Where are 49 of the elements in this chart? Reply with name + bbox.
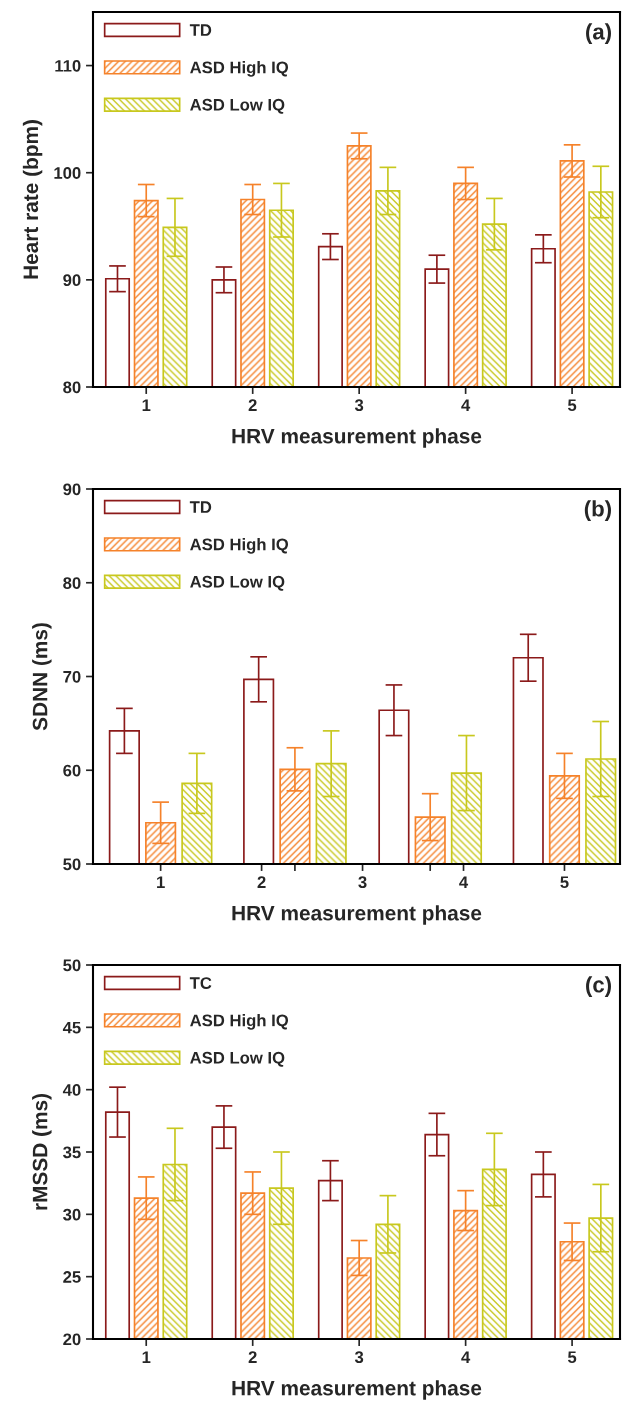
legend-label: ASD High IQ [190, 61, 289, 77]
legend-label: ASD High IQ [190, 1014, 289, 1030]
x-tick-label: 3 [354, 399, 364, 412]
x-tick-label: 4 [459, 876, 469, 888]
annotation: (c) [586, 976, 611, 997]
legend-label: TD [189, 24, 212, 36]
y-tick-label: 35 [63, 1146, 81, 1159]
x-tick-label: 5 [560, 876, 569, 889]
x-tick-label: 2 [248, 399, 257, 411]
y-tick-label: 80 [63, 577, 81, 589]
legend-label: TC [189, 977, 212, 989]
x-tick-label: 1 [157, 876, 165, 888]
y-tick-label: 60 [63, 764, 81, 777]
x-tick-label: 2 [248, 1351, 257, 1363]
x-tick-label: 1 [142, 399, 151, 411]
annotation: (a) [586, 23, 611, 44]
y-axis-title: rMSSD (ms) [32, 1094, 52, 1210]
y-tick-label: 50 [63, 858, 81, 871]
x-tick-label: 5 [567, 1351, 577, 1364]
y-tick-label: 70 [63, 670, 81, 683]
y-axis-title: Heart rate (bpm) [22, 120, 43, 279]
legend-label: ASD Low IQ [190, 1051, 285, 1067]
y-tick-label: 90 [63, 483, 81, 496]
legend-label: TD [189, 501, 212, 513]
y-tick-label: 20 [63, 1333, 81, 1346]
x-tick-label: 4 [461, 399, 471, 411]
x-axis-title: HRV measurement phase [232, 905, 482, 925]
y-tick-label: 100 [54, 167, 81, 179]
y-tick-label: 50 [63, 959, 81, 972]
y-tick-label: 80 [63, 381, 81, 394]
legend-label: ASD Low IQ [190, 575, 285, 591]
legend-label: ASD High IQ [190, 538, 289, 554]
x-tick-label: 5 [567, 399, 577, 412]
annotation: (b) [584, 500, 611, 521]
y-tick-label: 30 [63, 1208, 81, 1221]
y-tick-label: 25 [63, 1271, 81, 1283]
x-axis-title: HRV measurement phase [232, 1380, 482, 1400]
x-axis-title: HRV measurement phase [232, 428, 482, 448]
y-tick-label: 90 [63, 274, 81, 287]
x-tick-label: 3 [354, 1351, 364, 1364]
x-tick-label: 1 [142, 1351, 151, 1363]
x-tick-label: 3 [358, 876, 367, 889]
x-tick-label: 4 [461, 1351, 471, 1363]
y-axis-title: SDNN (ms) [32, 623, 52, 731]
y-tick-label: 110 [55, 59, 81, 72]
y-tick-label: 45 [62, 1021, 81, 1034]
y-tick-label: 40 [62, 1084, 81, 1096]
x-tick-label: 2 [257, 876, 266, 888]
legend-label: ASD Low IQ [190, 98, 285, 114]
